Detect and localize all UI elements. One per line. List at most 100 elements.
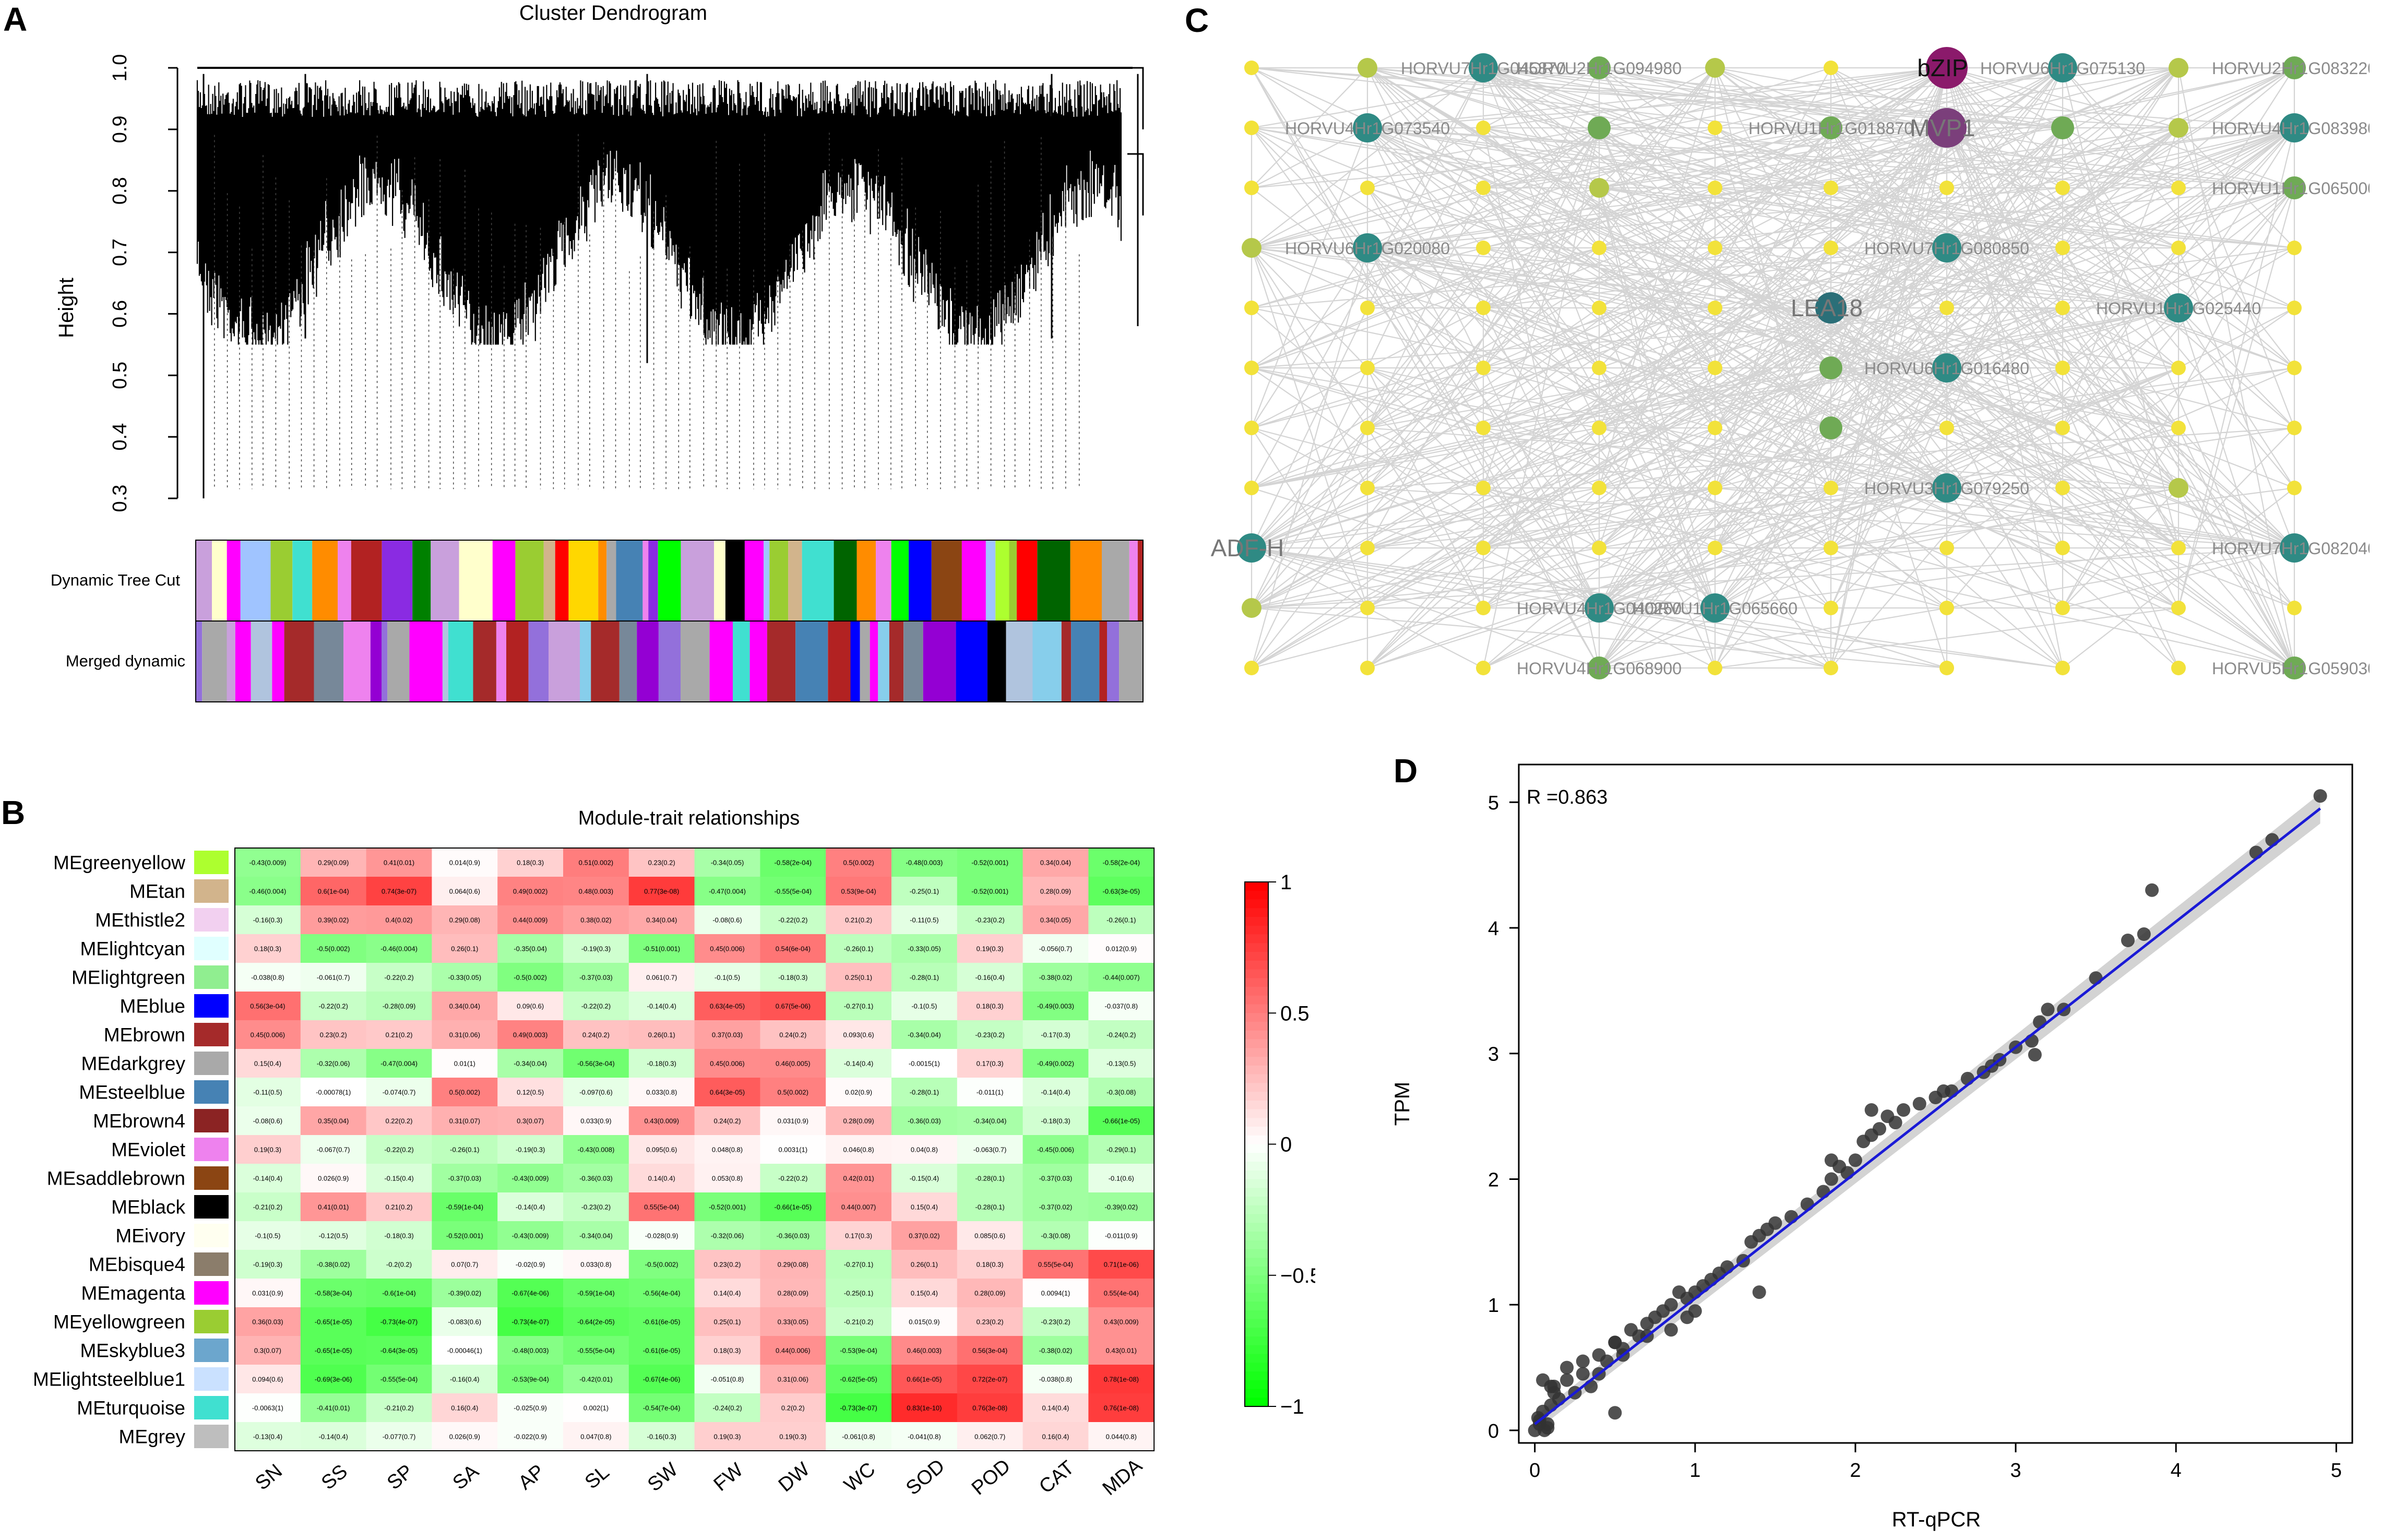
heatmap-cell [1088,1336,1154,1365]
cell-value: 0.55(4e-04) [1104,1290,1139,1297]
tree-cut-segment [876,540,891,621]
tree-cut-segment [616,540,643,621]
heatmap-cell [891,1106,958,1136]
heatmap-cell [366,877,432,906]
heatmap-cell [432,1192,498,1222]
gene-node [1242,238,1261,258]
colorbar-step [1245,1013,1268,1023]
heatmap-cell [366,1049,432,1078]
cell-value: 0.33(0.05) [778,1318,808,1326]
heatmap-cell [957,877,1023,906]
cell-value: -0.25(0.1) [844,1290,873,1297]
colorbar-step [1245,908,1268,918]
heatmap-cell [694,1106,760,1136]
merged-segment [828,621,851,702]
colorbar-step [1245,1328,1268,1338]
heatmap-cell [1022,1221,1089,1250]
cell-value: 0.41(0.01) [318,1203,349,1211]
gene-node [1360,541,1375,555]
cell-value: -0.23(0.2) [975,916,1005,924]
cell-value: 0.46(0.005) [776,1060,811,1068]
merged-segment [314,621,344,702]
heatmap-cell [300,992,367,1021]
tree-cut-segment [227,540,241,621]
gene-node [1360,481,1375,495]
gene-node [2051,116,2074,139]
cell-value: 0.54(6e-04) [776,945,811,953]
heatmap-cell [1022,992,1089,1021]
cell-value: 0.23(0.2) [713,1261,741,1269]
scatter-point [1824,1172,1838,1186]
cell-value: 0.34(0.04) [449,1002,480,1010]
column-label: SA [449,1460,483,1494]
heatmap-cell [563,1221,629,1250]
hub-label: MVP1 [1910,114,1975,141]
colorbar-step [1245,1048,1268,1058]
heatmap-cell [300,1250,367,1279]
gene-node [1588,116,1611,139]
colorbar-step [1245,1109,1268,1119]
cell-value: 0.19(0.3) [713,1433,741,1441]
row-label: MElightgreen [72,967,185,988]
heatmap-cell [760,992,826,1021]
cell-value: -0.08(0.6) [712,916,742,924]
heatmap-cell [1088,1250,1154,1279]
cell-value: -0.5(0.002) [645,1261,678,1269]
cell-value: 0.002(1) [584,1404,609,1412]
gene-node [1244,181,1259,195]
heatmap-cell [694,1135,760,1164]
hub-label: LEA18 [1791,294,1863,321]
cell-value: 0.5(0.002) [449,1089,480,1096]
heatmap-cell [628,1135,695,1164]
heatmap-cell [432,1365,498,1394]
cell-value: -0.23(0.2) [581,1203,611,1211]
scatter-point [1824,1153,1838,1167]
cell-value: 0.3(0.07) [517,1117,544,1125]
module-color-bars [195,540,1144,702]
heatmap-cell [497,1049,564,1078]
merged-segment [987,621,1006,702]
gene-node [1824,601,1838,615]
cell-value: -0.56(3e-04) [577,1060,615,1068]
row-swatch [194,851,229,874]
row-swatch [194,1396,229,1419]
gene-node [2171,241,2186,255]
gene-label: HORVU1Hr1G025440 [2096,299,2261,318]
heatmap-cell [1088,1307,1154,1336]
cell-value: 0.28(0.09) [974,1290,1005,1297]
cell-value: 0.76(1e-08) [1104,1404,1139,1412]
gene-node [1476,301,1491,315]
heatmap-cell [366,1020,432,1049]
tree-cut-segment [769,540,789,621]
scatter-point [1752,1285,1766,1299]
gene-node [2169,118,2188,138]
heatmap-cell [1088,1393,1154,1423]
heatmap-cell [563,1106,629,1136]
heatmap-cell [694,1250,760,1279]
row-label: MEgreenyellow [53,852,185,874]
colorbar-step [1245,1153,1268,1163]
heatmap-cell [563,1307,629,1336]
heatmap-cell [891,1221,958,1250]
heatmap-cell [694,848,760,877]
gene-node [1705,58,1725,78]
cell-value: -0.26(0.1) [844,945,873,953]
heatmap-cell [957,1192,1023,1222]
cell-value: 0.31(0.06) [778,1376,808,1383]
heatmap-cell [235,1422,301,1451]
scatter-point [1608,1406,1622,1420]
heatmap-cell [563,1336,629,1365]
tree-cut-segment [744,540,764,621]
colorbar-step [1245,1083,1268,1093]
row-label: MEblack [111,1197,185,1218]
heatmap-cell [628,1393,695,1423]
cell-value: -0.23(0.2) [975,1031,1005,1039]
leaf-guides [214,133,1080,490]
cell-value: -0.21(0.2) [844,1318,873,1326]
row-swatch [194,965,229,989]
gene-node [2287,241,2302,255]
gene-label: HORVU6Hr1G020080 [1285,239,1450,258]
cell-value: -0.16(0.4) [450,1376,479,1383]
column-label: FW [710,1459,747,1496]
cell-value: 0.63(4e-05) [710,1002,745,1010]
